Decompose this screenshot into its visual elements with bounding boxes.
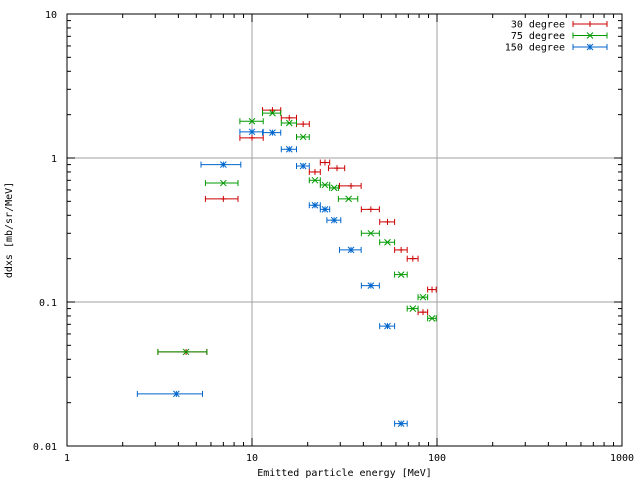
- marker-stroke: [384, 322, 391, 330]
- marker-stroke: [219, 161, 227, 168]
- data-point: [157, 348, 208, 356]
- data-point: [326, 216, 342, 224]
- y-tick-label: 0.1: [39, 298, 57, 309]
- marker-stroke: [586, 43, 594, 51]
- data-point: [200, 161, 242, 168]
- y-axis-label: ddxs [mb/sr/MeV]: [4, 182, 15, 278]
- data-point: [327, 165, 346, 172]
- y-tick-label: 1: [51, 154, 57, 165]
- data-point: [280, 119, 298, 127]
- series-2: [157, 109, 437, 356]
- data-point: [394, 271, 408, 278]
- data-point: [338, 182, 362, 189]
- data-point: [394, 420, 408, 427]
- marker-stroke: [269, 129, 276, 136]
- marker-stroke: [248, 117, 256, 125]
- marker-stroke: [330, 184, 338, 192]
- y-tick-label: 10: [45, 10, 57, 21]
- data-point: [360, 229, 380, 237]
- x-tick-label: 100: [428, 453, 446, 464]
- marker-stroke: [367, 282, 375, 289]
- data-point: [296, 133, 310, 141]
- data-point: [379, 322, 396, 330]
- tick-layer: 1 10 100 1000 0.01 0.1 1 10: [33, 10, 634, 464]
- data-point: [239, 117, 264, 125]
- series-3: [136, 128, 408, 427]
- legend-entry: 75 degree: [511, 31, 608, 42]
- x-axis-label: Emitted particle energy [MeV]: [257, 468, 432, 479]
- data-point: [308, 201, 321, 209]
- marker-stroke: [397, 271, 405, 278]
- marker-stroke: [311, 201, 319, 209]
- series-layer: [136, 107, 437, 427]
- x-tick-label: 1: [64, 453, 70, 464]
- data-point: [338, 246, 362, 254]
- marker-stroke: [321, 205, 329, 213]
- data-point: [417, 293, 429, 301]
- data-point: [329, 184, 339, 192]
- data-point: [308, 168, 321, 175]
- marker-stroke: [586, 32, 594, 39]
- marker-stroke: [384, 238, 391, 246]
- y-tick-label: 0.01: [33, 442, 57, 453]
- data-point: [360, 282, 380, 289]
- marker-stroke: [285, 119, 293, 127]
- marker-stroke: [419, 293, 427, 301]
- data-point: [204, 179, 239, 187]
- marker-stroke: [367, 229, 375, 237]
- marker-stroke: [299, 133, 307, 141]
- marker-stroke: [330, 216, 338, 224]
- legend-label: 150 degree: [505, 43, 565, 54]
- legend-entry: 150 degree: [505, 43, 608, 54]
- legend-label: 30 degree: [511, 20, 565, 31]
- data-point: [379, 238, 396, 246]
- legend-entry: 30 degree: [511, 20, 608, 31]
- data-point: [262, 129, 282, 136]
- data-point: [406, 255, 419, 262]
- data-point: [406, 305, 419, 312]
- data-point: [360, 206, 380, 213]
- marker-stroke: [409, 305, 417, 312]
- data-point: [136, 390, 203, 398]
- marker-stroke: [269, 109, 276, 117]
- data-point: [280, 114, 298, 121]
- data-point: [204, 195, 239, 202]
- data-point: [239, 134, 264, 141]
- data-point: [239, 128, 264, 136]
- marker-stroke: [428, 314, 436, 322]
- marker-stroke: [182, 348, 190, 356]
- data-point: [427, 314, 437, 322]
- marker-stroke: [285, 145, 293, 153]
- marker-stroke: [248, 128, 256, 136]
- marker-stroke: [345, 195, 353, 203]
- marker-stroke: [299, 162, 307, 170]
- marker-stroke: [321, 181, 329, 189]
- data-point: [296, 162, 310, 170]
- data-point: [262, 109, 282, 117]
- marker-stroke: [397, 420, 405, 427]
- marker-stroke: [311, 176, 319, 184]
- data-point: [280, 145, 298, 153]
- marker-stroke: [347, 246, 355, 254]
- x-tick-label: 10: [246, 453, 258, 464]
- data-point: [319, 159, 331, 166]
- x-tick-label: 1000: [610, 453, 634, 464]
- data-point: [319, 205, 331, 213]
- marker-stroke: [219, 179, 227, 187]
- data-point: [337, 195, 359, 203]
- legend-label: 75 degree: [511, 31, 565, 42]
- data-point: [427, 286, 437, 293]
- grid-layer: [67, 14, 622, 446]
- marker-stroke: [172, 390, 180, 398]
- plot-frame: [66, 13, 623, 447]
- data-point: [379, 218, 396, 225]
- data-point: [394, 246, 408, 253]
